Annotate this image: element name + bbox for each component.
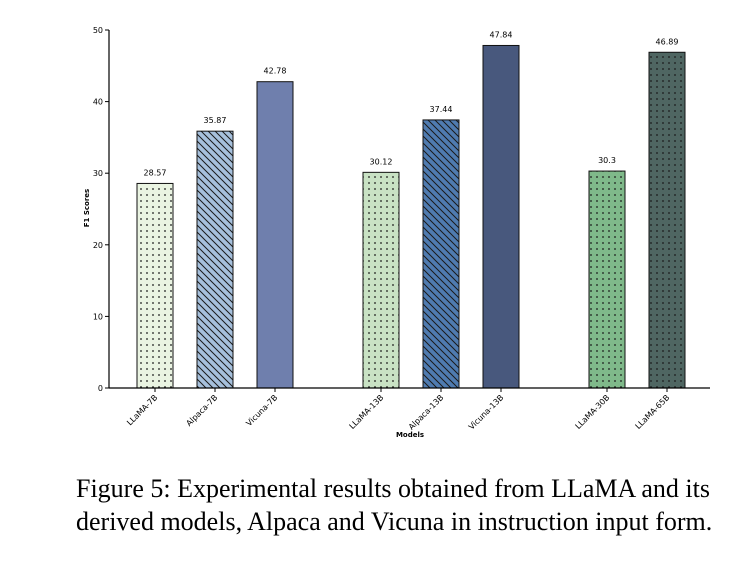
figure-caption: Figure 5: Experimental results obtained … (76, 474, 713, 536)
bar-hatch-alpaca-13b (423, 119, 459, 389)
value-label-llama-65b: 46.89 (656, 37, 679, 46)
bar-vicuna-13b (483, 45, 519, 388)
x-tick-label-vicuna-7b: Vicuna-7B (244, 393, 279, 428)
y-tick-label-30: 30 (93, 169, 103, 178)
bar-hatch-llama-7b (137, 183, 173, 388)
y-tick-label-20: 20 (93, 241, 103, 250)
value-label-llama-30b: 30.3 (598, 156, 616, 165)
bar-hatch-alpaca-7b (197, 131, 233, 388)
value-label-llama-13b: 30.12 (370, 157, 393, 166)
bar-hatch-llama-13b (363, 172, 399, 388)
value-label-llama-7b: 28.57 (144, 168, 167, 177)
y-tick-label-0: 0 (98, 384, 103, 393)
bar-hatch-llama-65b (649, 52, 685, 388)
x-tick-label-llama-65b: LLaMA-65B (634, 393, 672, 431)
x-tick-label-alpaca-7b: Alpaca-7B (184, 393, 219, 428)
y-tick-label-40: 40 (93, 98, 103, 107)
x-tick-label-alpaca-13b: Alpaca-13B (407, 393, 446, 432)
bar-chart: 28.5735.8742.7830.1237.4447.8430.346.89 … (83, 26, 710, 439)
x-tick-label-llama-7b: LLaMA-7B (125, 393, 159, 427)
value-label-vicuna-13b: 47.84 (490, 30, 513, 39)
y-tick-label-10: 10 (93, 312, 103, 321)
bar-hatch-llama-30b (589, 171, 625, 388)
bar-vicuna-7b (257, 81, 293, 389)
x-tick-label-vicuna-13b: Vicuna-13B (467, 393, 506, 432)
value-label-vicuna-7b: 42.78 (264, 67, 287, 76)
x-tick-label-llama-30b: LLaMA-30B (574, 393, 612, 431)
value-label-alpaca-13b: 37.44 (430, 105, 453, 114)
value-label-alpaca-7b: 35.87 (204, 116, 227, 125)
x-tick-label-llama-13b: LLaMA-13B (348, 393, 386, 431)
y-tick-label-50: 50 (93, 26, 103, 35)
y-axis-title: F1 Scores (83, 189, 91, 227)
x-axis-title: Models (396, 431, 424, 439)
